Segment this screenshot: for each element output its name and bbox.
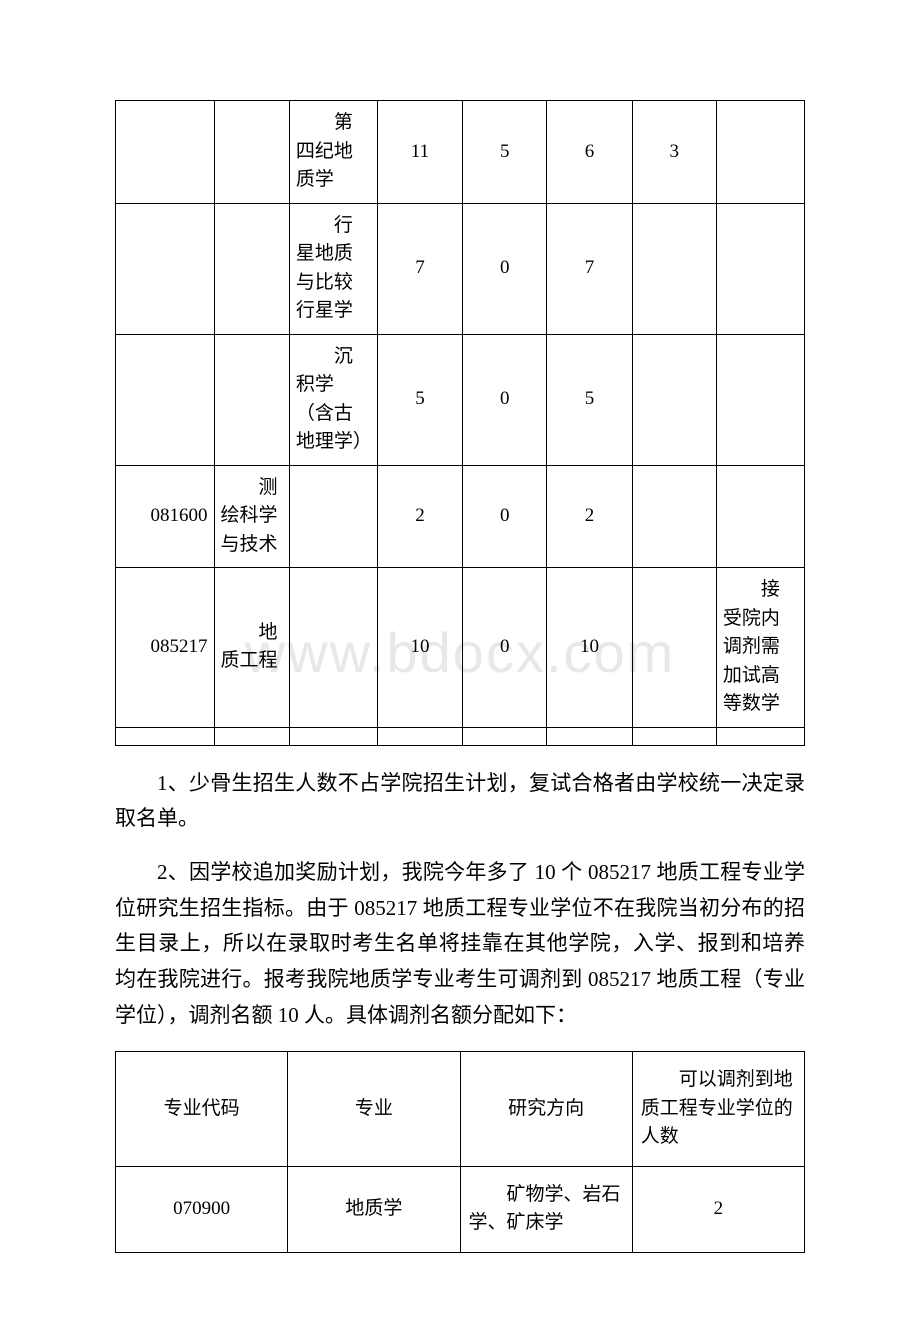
table-header-row: 专业代码 专业 研究方向 可以调剂到地质工程专业学位的人数: [116, 1052, 805, 1167]
table-row: 第四纪地质学 11 5 6 3: [116, 101, 805, 204]
cell-code: [116, 203, 215, 334]
cell-num3: 2: [547, 465, 632, 568]
table-row: 沉积学（含古地理学） 5 0 5: [116, 334, 805, 465]
cell-num1: [377, 727, 462, 745]
cell-major: [214, 727, 289, 745]
paragraph-note1: 1、少骨生招生人数不占学院招生计划，复试合格者由学校统一决定录取名单。: [115, 766, 805, 837]
cell-note: [716, 727, 804, 745]
cell-note: [716, 465, 804, 568]
cell-direction: [289, 465, 377, 568]
cell-num1: 5: [377, 334, 462, 465]
enrollment-table: 第四纪地质学 11 5 6 3 行星地质与比较行星学 7 0 7 沉积学（含古地…: [115, 100, 805, 746]
cell-num1: 2: [377, 465, 462, 568]
cell-num3: 10: [547, 568, 632, 728]
cell-num2: 5: [463, 101, 547, 204]
cell-num2: [463, 727, 547, 745]
cell-direction: 行星地质与比较行星学: [289, 203, 377, 334]
cell-direction: 第四纪地质学: [289, 101, 377, 204]
cell-num4: 3: [632, 101, 716, 204]
cell-num2: 0: [463, 203, 547, 334]
page-content: 第四纪地质学 11 5 6 3 行星地质与比较行星学 7 0 7 沉积学（含古地…: [0, 0, 920, 1323]
table-row: 行星地质与比较行星学 7 0 7: [116, 203, 805, 334]
cell-major: 地质学: [288, 1166, 460, 1252]
cell-num3: 7: [547, 203, 632, 334]
header-major: 专业: [288, 1052, 460, 1167]
cell-note: [716, 334, 804, 465]
cell-direction: [289, 568, 377, 728]
cell-num3: [547, 727, 632, 745]
cell-count: 2: [632, 1166, 804, 1252]
cell-code: 081600: [116, 465, 215, 568]
cell-num2: 0: [463, 465, 547, 568]
cell-num2: 0: [463, 334, 547, 465]
header-count: 可以调剂到地质工程专业学位的人数: [632, 1052, 804, 1167]
cell-num4: [632, 203, 716, 334]
cell-code: [116, 334, 215, 465]
cell-major: 地质工程: [214, 568, 289, 728]
cell-major: [214, 101, 289, 204]
cell-direction: 沉积学（含古地理学）: [289, 334, 377, 465]
cell-num1: 7: [377, 203, 462, 334]
header-code: 专业代码: [116, 1052, 288, 1167]
cell-major: 测绘科学与技术: [214, 465, 289, 568]
table-row: 081600 测绘科学与技术 2 0 2: [116, 465, 805, 568]
cell-code: 070900: [116, 1166, 288, 1252]
cell-note: [716, 101, 804, 204]
cell-num4: [632, 334, 716, 465]
table-row: 070900 地质学 矿物学、岩石学、矿床学 2: [116, 1166, 805, 1252]
cell-num3: 6: [547, 101, 632, 204]
cell-code: 085217: [116, 568, 215, 728]
cell-note: 接受院内调剂需加试高等数学: [716, 568, 804, 728]
header-direction: 研究方向: [460, 1052, 632, 1167]
table-row: [116, 727, 805, 745]
cell-direction: 矿物学、岩石学、矿床学: [460, 1166, 632, 1252]
cell-num4: [632, 465, 716, 568]
cell-num4: [632, 568, 716, 728]
cell-code: [116, 101, 215, 204]
cell-direction: [289, 727, 377, 745]
cell-num2: 0: [463, 568, 547, 728]
cell-num4: [632, 727, 716, 745]
paragraph-note2: 2、因学校追加奖励计划，我院今年多了 10 个 085217 地质工程专业学位研…: [115, 855, 805, 1033]
cell-note: [716, 203, 804, 334]
cell-num3: 5: [547, 334, 632, 465]
cell-major: [214, 334, 289, 465]
cell-code: [116, 727, 215, 745]
adjustment-table: 专业代码 专业 研究方向 可以调剂到地质工程专业学位的人数 070900 地质学…: [115, 1051, 805, 1253]
cell-major: [214, 203, 289, 334]
cell-num1: 10: [377, 568, 462, 728]
cell-num1: 11: [377, 101, 462, 204]
table-row: 085217 地质工程 10 0 10 接受院内调剂需加试高等数学: [116, 568, 805, 728]
